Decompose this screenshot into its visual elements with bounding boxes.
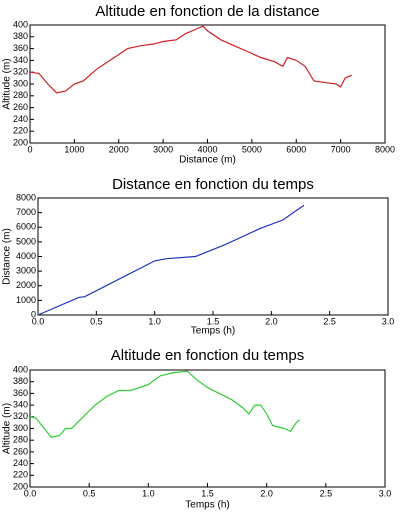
y-axis-label: Distance (m) xyxy=(2,228,13,285)
y-tick-label: 300 xyxy=(13,78,28,88)
y-tick-label: 4000 xyxy=(16,251,36,261)
x-tick-label: 1.0 xyxy=(142,488,155,498)
y-tick-label: 200 xyxy=(13,481,28,491)
x-tick-label: 1.0 xyxy=(148,316,161,326)
y-tick-label: 1000 xyxy=(16,295,36,305)
x-tick-label: 0.0 xyxy=(24,488,37,498)
y-tick-label: 7000 xyxy=(16,207,36,217)
x-tick-label: 0 xyxy=(27,144,32,154)
x-tick-label: 8000 xyxy=(375,144,395,154)
x-tick-label: 4000 xyxy=(197,144,217,154)
x-tick-label: 1.5 xyxy=(201,488,214,498)
y-tick-label: 360 xyxy=(13,43,28,53)
chart-title: Distance en fonction du temps xyxy=(112,176,314,193)
y-tick-label: 5000 xyxy=(16,236,36,246)
y-tick-label: 320 xyxy=(13,411,28,421)
x-tick-label: 0.0 xyxy=(32,316,45,326)
y-tick-label: 380 xyxy=(13,376,28,386)
plot-frame xyxy=(29,369,386,488)
y-axis-label: Altitude (m) xyxy=(2,403,13,454)
y-tick-label: 200 xyxy=(13,137,28,147)
x-tick-label: 2.5 xyxy=(323,316,336,326)
data-line xyxy=(29,370,301,438)
y-tick-label: 0 xyxy=(31,309,36,319)
y-tick-label: 220 xyxy=(13,470,28,480)
y-tick-label: 260 xyxy=(13,102,28,112)
x-tick-label: 3000 xyxy=(153,144,173,154)
x-tick-label: 7000 xyxy=(331,144,351,154)
x-tick-label: 5000 xyxy=(242,144,262,154)
y-tick-label: 260 xyxy=(13,446,28,456)
x-tick-label: 1.5 xyxy=(207,316,220,326)
x-tick-label: 0.5 xyxy=(90,316,103,326)
y-tick-label: 340 xyxy=(13,399,28,409)
plot-frame xyxy=(29,24,386,144)
x-tick-label: 0.5 xyxy=(83,488,96,498)
y-tick-label: 6000 xyxy=(16,222,36,232)
y-tick-label: 300 xyxy=(13,423,28,433)
y-tick-label: 220 xyxy=(13,126,28,136)
y-tick-label: 2000 xyxy=(16,280,36,290)
chart-title: Altitude en fonction de la distance xyxy=(95,3,319,20)
x-tick-label: 6000 xyxy=(286,144,306,154)
x-tick-label: 2.0 xyxy=(265,316,278,326)
x-axis-label: Distance (m) xyxy=(179,155,236,166)
y-tick-label: 280 xyxy=(13,90,28,100)
x-axis-label: Temps (h) xyxy=(185,500,229,511)
y-tick-label: 8000 xyxy=(16,192,36,202)
x-tick-label: 2.0 xyxy=(260,488,273,498)
x-tick-label: 3.0 xyxy=(382,316,395,326)
y-tick-label: 280 xyxy=(13,435,28,445)
plot-frame xyxy=(37,197,389,316)
x-tick-label: 2000 xyxy=(109,144,129,154)
data-line xyxy=(37,204,305,316)
x-tick-label: 2.5 xyxy=(320,488,333,498)
y-tick-label: 3000 xyxy=(16,266,36,276)
x-tick-label: 3.0 xyxy=(379,488,392,498)
x-axis-label: Temps (h) xyxy=(191,326,235,337)
y-tick-label: 400 xyxy=(13,364,28,374)
y-tick-label: 240 xyxy=(13,458,28,468)
data-line xyxy=(29,25,352,94)
y-tick-label: 240 xyxy=(13,114,28,124)
y-tick-label: 400 xyxy=(13,19,28,29)
y-tick-label: 360 xyxy=(13,388,28,398)
y-tick-label: 340 xyxy=(13,55,28,65)
chart-title: Altitude en fonction du temps xyxy=(111,347,304,364)
y-axis-label: Altitude (m) xyxy=(2,58,13,109)
y-tick-label: 320 xyxy=(13,67,28,77)
y-tick-label: 380 xyxy=(13,31,28,41)
x-tick-label: 1000 xyxy=(64,144,84,154)
